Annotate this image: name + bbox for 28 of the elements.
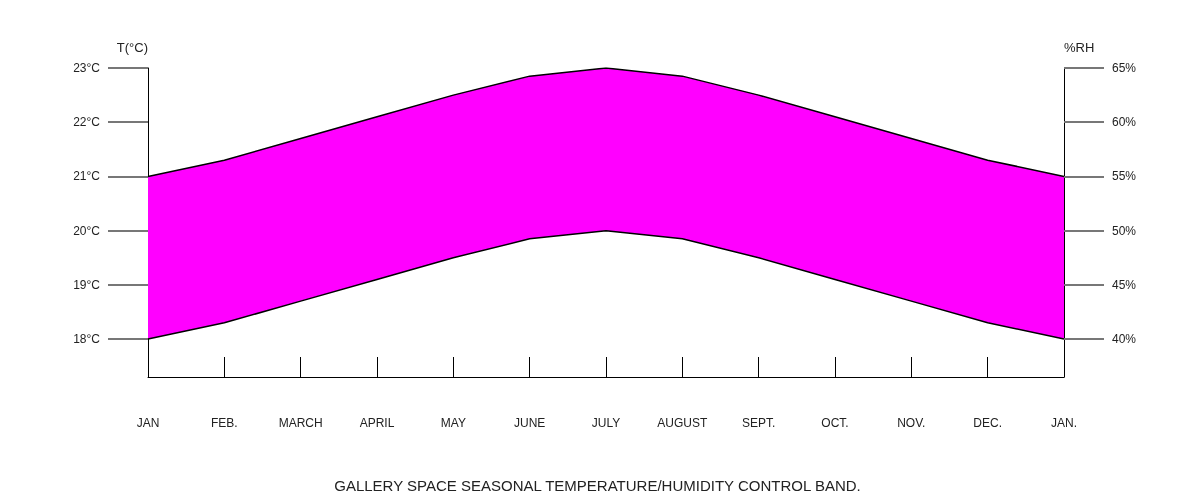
y2-tick-label: 60% [1112, 115, 1137, 130]
x-tick-label: JAN [136, 416, 160, 430]
x-tick-label: JUNE [513, 416, 546, 430]
x-tick-label: FEB. [211, 416, 238, 430]
x-tick-label: DEC. [973, 416, 1002, 430]
x-tick-label: JULY [591, 416, 621, 430]
y-tick-label: 20°C [73, 223, 101, 238]
y-tick-label: 22°C [73, 115, 101, 130]
y2-tick-label: 45% [1112, 277, 1137, 292]
x-tick-label: APRIL [359, 416, 395, 430]
x-tick-label: SEPT. [741, 416, 776, 430]
y-tick-label: 21°C [73, 169, 101, 184]
y-tick-label: 18°C [73, 332, 101, 347]
x-tick-label: MARCH [278, 416, 323, 430]
y2-tick-label: 55% [1112, 169, 1137, 184]
y-tick-label: 23°C [73, 61, 101, 75]
x-tick-label: JAN. [1050, 416, 1078, 430]
y-axis-title: T(°C) [116, 40, 148, 55]
y2-tick-label: 65% [1112, 61, 1137, 75]
y2-axis-title: %RH [1064, 40, 1095, 55]
text: GALLERY SPACE SEASONAL TEMPERATURE/HUMIDITY CONTROL BAND. [334, 477, 861, 494]
y2-tick-label: 50% [1112, 223, 1137, 238]
x-tick-label: NOV. [897, 416, 926, 430]
y-tick-label: 19°C [73, 277, 101, 292]
x-tick-label: AUGUST [657, 416, 708, 430]
x-tick-label: MAY [440, 416, 466, 430]
x-tick-label: OCT. [821, 416, 849, 430]
y2-tick-label: 40% [1112, 332, 1137, 347]
